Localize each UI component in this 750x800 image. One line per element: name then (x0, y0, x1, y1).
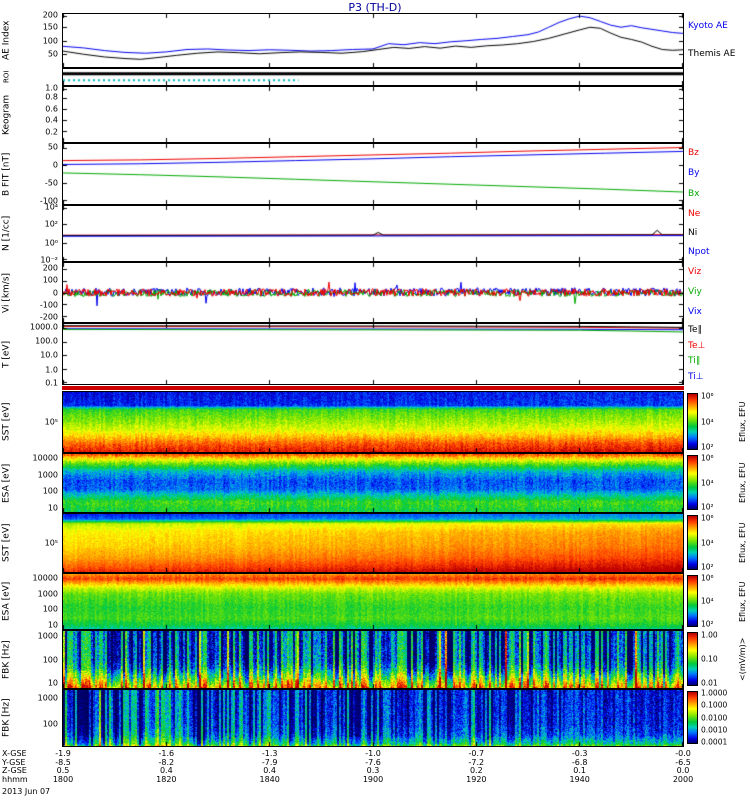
sst-electron-colorbar-label: Eflux, EFU (738, 522, 747, 564)
esa-ion-axis-title: ESA [eV] (1, 463, 12, 503)
panel-density: N [1/cc] 10⁴ 10² 10⁰ 10⁻² Ne Ni Npot (0, 202, 750, 265)
ae-index-plot (62, 13, 684, 68)
sst-electron-ytick-labels: 10⁵ (44, 538, 58, 548)
esa-ion-colorbar (687, 455, 698, 510)
sst-electron-colorbar-ticks: 10⁶ 10⁴ 10² (701, 513, 714, 572)
velocity-plot (62, 262, 684, 323)
fbk-b-colorbar-label (736, 689, 749, 747)
temperature-legend: Te∥ Te⊥ Ti∥ Ti⊥ (688, 325, 706, 382)
velocity-legend: Viz Viy Vix (688, 266, 702, 318)
keogram-ytick-labels: 1.0 0.8 0.6 0.4 0.2 (45, 83, 58, 137)
sst-electron-spectrogram (62, 513, 684, 573)
hhmm-row: hhmm 1800 1820 1840 1900 1920 1940 2000 (2, 775, 694, 784)
bfit-plot (62, 143, 684, 205)
date-label: 2013 Jun 07 (2, 787, 51, 796)
esa-electron-colorbar (687, 575, 698, 627)
ae-legend: Kyoto AE Themis AE (688, 21, 736, 59)
ae-axis-title: AE Index (1, 20, 12, 61)
page-title: P3 (TH-D) (348, 1, 402, 14)
sst-ion-colorbar-ticks: 10⁶ 10⁴ 10² (701, 391, 714, 452)
temperature-plot (62, 323, 684, 385)
zgse-row-label: Z-GSE (2, 766, 27, 775)
hhmm-row-label: hhmm (2, 775, 28, 784)
velocity-axis-title: Vi [km/s] (1, 272, 12, 313)
keogram-plot (62, 86, 684, 143)
xgse-row-label: X-GSE (2, 749, 27, 758)
panel-ae-index: AE Index 200 150 100 50 Kyoto AE Themis AE (0, 10, 750, 68)
fbk-e-colorbar (687, 632, 698, 686)
esa-electron-colorbar-ticks: 10⁶ 10⁴ 10² (701, 573, 714, 629)
red-separator-bar (62, 386, 684, 390)
sst-ion-axis-title: SST [eV] (1, 402, 12, 442)
density-plot (62, 205, 684, 262)
ygse-row: Y-GSE -8.5 -8.2 -7.9 -7.6 -7.2 -6.8 -6.5 (2, 758, 691, 767)
density-ytick-labels: 10⁴ 10² 10⁰ 10⁻² (40, 202, 58, 265)
fbk-b-colorbar (687, 691, 698, 744)
bfit-axis-title: B FIT [nT] (1, 152, 12, 196)
sst-ion-colorbar-label: Eflux, EFU (738, 401, 747, 443)
panel-keogram: Keogram 1.0 0.8 0.6 0.4 0.2 (0, 83, 750, 143)
density-legend: Ne Ni Npot (688, 209, 710, 257)
panel-b-fit: B FIT [nT] 50 0 -50 -100 Bz By Bx (0, 142, 750, 206)
esa-ion-colorbar-label: Eflux, EFU (738, 462, 747, 504)
panel-fbk-b: FBK [Hz] 1000 100 1.0000 0.1000 0.0100 0.001… (0, 689, 750, 747)
bfit-legend: Bz By Bx (688, 147, 700, 200)
sst-electron-colorbar (687, 515, 698, 570)
esa-ion-colorbar-ticks: 10⁶ 10⁴ 10² (701, 453, 714, 512)
panel-sst-electron: SST [eV] 10⁵ 10⁶ 10⁴ 10² Eflux, EFU (0, 513, 750, 573)
panel-sst-ion: SST [eV] 10⁵ 10⁶ 10⁴ 10² Eflux, EFU (0, 391, 750, 453)
roi-axis-title: ROI (2, 70, 11, 84)
panel-temperature: T [eV] 1000.0 100.0 10.0 1.0 0.1 Te∥ Te⊥ Ti∥ Ti… (0, 322, 750, 388)
panel-roi: ROI (0, 68, 750, 86)
fbk-e-colorbar-label: <(mV/m)> (738, 637, 747, 682)
esa-electron-spectrogram (62, 573, 684, 630)
bottom-axis-block: X-GSE -1.9 -1.6 -1.3 -1.0 -0.7 -0.3 -0.0 Y-GSE -… (0, 747, 750, 800)
zgse-row: Z-GSE 0.5 0.4 0.4 0.3 0.2 0.1 0.0 (2, 766, 690, 775)
fbk-b-axis-title: FBK [Hz] (1, 698, 12, 738)
panel-esa-electron: ESA [eV] 10000 1000 100 10 10⁶ 10⁴ 10² Eflux,… (0, 573, 750, 630)
temperature-ytick-labels: 1000.0 100.0 10.0 1.0 0.1 (30, 322, 58, 388)
velocity-ytick-labels: 200 100 0 -100 -200 (39, 263, 58, 322)
keogram-axis-title: Keogram (1, 94, 12, 135)
fbk-b-colorbar-ticks: 1.0000 0.1000 0.0100 0.0010 0.0001 (701, 688, 728, 747)
fbk-e-spectrogram (62, 630, 684, 689)
ygse-row-label: Y-GSE (2, 758, 26, 767)
fbk-e-axis-title: FBK [Hz] (1, 640, 12, 679)
panel-esa-ion: ESA [eV] 10000 1000 100 10 10⁶ 10⁴ 10² Eflux,… (0, 453, 750, 513)
esa-electron-ytick-labels: 10000 1000 100 10 (32, 573, 58, 630)
panel-velocity: Vi [km/s] 200 100 0 -100 -200 Viz Viy Vix (0, 262, 750, 323)
roi-bar-plot (62, 68, 684, 86)
sst-ion-ytick-labels: 10⁵ (44, 417, 58, 427)
esa-electron-colorbar-label: Eflux, EFU (738, 581, 747, 622)
esa-ion-spectrogram (62, 453, 684, 513)
fbk-b-spectrogram (62, 689, 684, 747)
esa-electron-axis-title: ESA [eV] (1, 581, 12, 622)
sst-ion-spectrogram (62, 391, 684, 453)
temperature-axis-title: T [eV] (1, 340, 12, 368)
esa-ion-ytick-labels: 10000 1000 100 10 (32, 453, 58, 513)
fbk-b-ytick-labels: 1000 100 (37, 693, 58, 729)
xgse-row: X-GSE -1.9 -1.6 -1.3 -1.0 -0.7 -0.3 -0.0 (2, 749, 691, 758)
fbk-e-ytick-labels: 1000 100 10 (37, 631, 58, 688)
fbk-e-colorbar-ticks: 1.00 0.10 0.01 (701, 630, 718, 688)
ae-ytick-labels: 200 150 100 50 (42, 10, 58, 59)
sst-ion-colorbar (687, 393, 698, 450)
panel-fbk-e: FBK [Hz] 1000 100 10 1.00 0.10 0.01 <(mV/m)> (0, 630, 750, 689)
density-axis-title: N [1/cc] (1, 215, 12, 252)
sst-electron-axis-title: SST [eV] (1, 523, 12, 563)
bfit-ytick-labels: 50 0 -50 -100 (39, 142, 58, 206)
